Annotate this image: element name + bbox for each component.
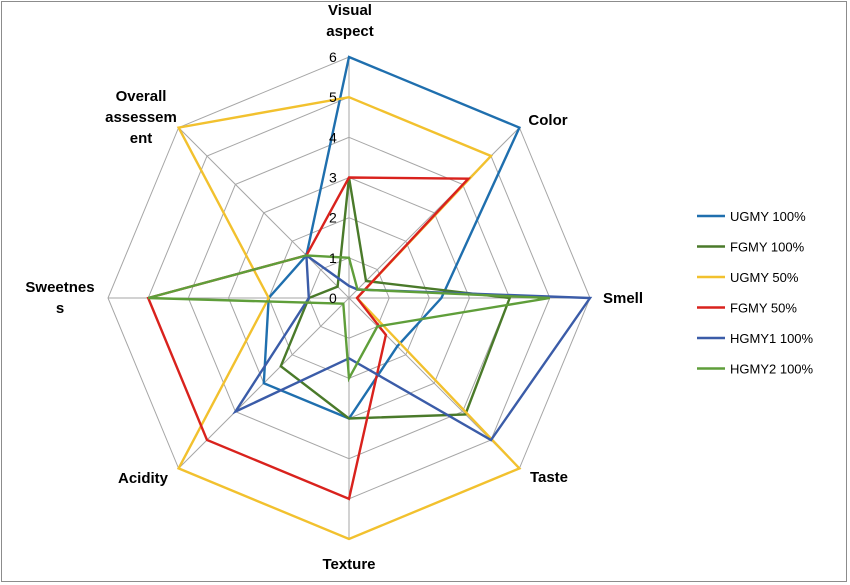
axis-labels: Visual aspect Color Smell Taste Texture Acidit… [25, 2, 643, 573]
axis-label: Acidity [118, 470, 169, 487]
axis-spoke [348, 127, 520, 299]
axis-label: Sweetnes s [25, 279, 94, 317]
tick-label: 2 [329, 210, 337, 226]
legend-label: HGMY2 100% [730, 362, 814, 377]
legend: UGMY 100% FGMY 100% UGMY 50% FGMY 50% HGMY1 … [697, 209, 814, 377]
legend-label: HGMY1 100% [730, 331, 814, 346]
series-line [262, 55, 522, 420]
tick-label: 3 [329, 170, 337, 186]
tick-label: 6 [329, 49, 337, 65]
axis-label: Visual aspect [326, 2, 374, 40]
axis-label: Smell [603, 290, 643, 307]
series-line [279, 177, 512, 420]
axis-spoke [178, 127, 350, 299]
axis-label: Color [528, 112, 567, 129]
legend-label: UGMY 50% [730, 270, 799, 285]
legend-label: FGMY 50% [730, 301, 797, 316]
tick-label: 5 [329, 89, 337, 105]
axis-label: Taste [530, 469, 568, 486]
legend-label: FGMY 100% [730, 240, 805, 255]
axis-label: Overall assessem ent [105, 88, 177, 147]
tick-label: 4 [329, 129, 337, 145]
series-layer [146, 55, 593, 541]
tick-label: 1 [329, 250, 337, 266]
legend-label: UGMY 100% [730, 209, 806, 224]
axis-label: Texture [322, 556, 375, 573]
series-line [147, 254, 550, 383]
tick-labels: 0 1 2 3 4 5 6 [329, 49, 337, 306]
tick-label: 0 [329, 290, 337, 306]
